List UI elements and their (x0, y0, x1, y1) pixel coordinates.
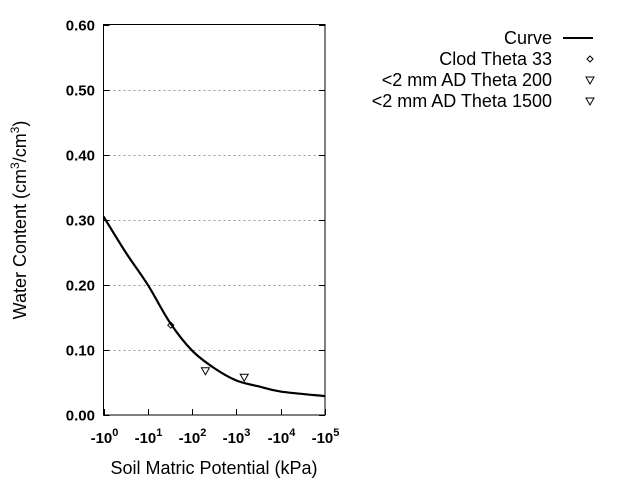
x-tick-label: -101 (135, 427, 163, 447)
y-axis: 0.00 0.10 0.20 0.30 0.40 0.50 0.60 (66, 18, 325, 425)
y-tick-label: 0.50 (66, 83, 95, 100)
x-tick-label: -105 (312, 427, 340, 447)
legend-label: Clod Theta 33 (439, 49, 552, 69)
y-axis-label: Water Content (cm3/cm3) (8, 121, 30, 320)
series-layer (102, 215, 326, 398)
x-axis-label: Soil Matric Potential (kPa) (110, 458, 317, 478)
x-tick-label: -104 (268, 427, 297, 447)
curve-line (102, 215, 326, 398)
legend-marker-swatch (585, 76, 595, 86)
data-point (200, 367, 211, 376)
x-tick-label: -100 (91, 427, 119, 447)
y-tick-label: 0.00 (66, 408, 95, 425)
x-tick-label: -102 (179, 427, 207, 447)
x-tick-label: -103 (223, 427, 251, 447)
grid (103, 90, 325, 351)
plot-frame (103, 24, 326, 416)
legend-label: Curve (504, 28, 552, 48)
legend-marker-swatch (585, 97, 595, 107)
x-axis: -100 -101 -102 -103 -104 -105 (91, 409, 340, 447)
y-tick-label: 0.30 (66, 213, 95, 230)
y-tick-label: 0.10 (66, 343, 95, 360)
legend-label: <2 mm AD Theta 200 (382, 70, 552, 90)
legend-label: <2 mm AD Theta 1500 (372, 91, 552, 111)
y-tick-label: 0.60 (66, 18, 95, 35)
data-point (167, 321, 175, 329)
y-tick-label: 0.20 (66, 278, 95, 295)
data-point (239, 373, 250, 383)
y-tick-label: 0.40 (66, 148, 95, 165)
legend-marker-swatch (586, 55, 594, 63)
